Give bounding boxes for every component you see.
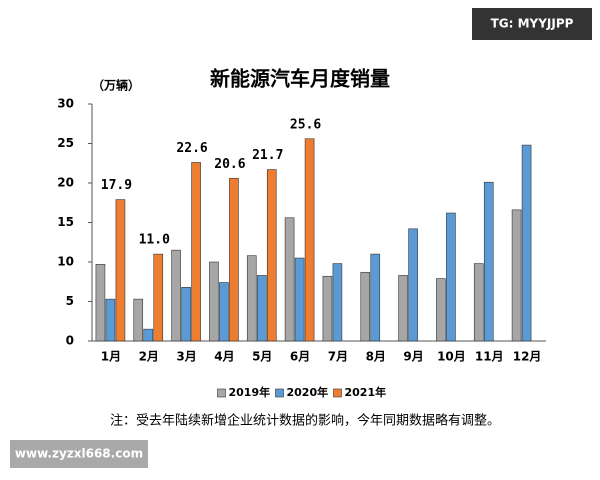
bar [181,286,191,342]
x-tick-label: 9月 [403,350,423,364]
x-tick-label: 7月 [328,350,348,364]
chart-title: 新能源汽车月度销量 [210,67,390,91]
x-tick-label: 2月 [139,350,159,364]
bar [105,298,116,342]
data-label: 11.0 [139,233,170,248]
bar [256,275,267,342]
bar [360,271,371,342]
bar [246,255,257,342]
x-tick-label: 3月 [176,350,196,364]
watermark: www.zyzxl668.com [15,447,143,461]
y-tick-label: 20 [57,176,74,190]
data-label: 20.6 [214,157,245,172]
legend-swatch [333,388,342,398]
note: 注：受去年陆续新增企业统计数据的影响，今年同期数据略有调整。 [110,413,500,429]
x-tick-label: 11月 [475,350,504,364]
bar [229,177,239,342]
data-label: 17.9 [101,178,132,193]
x-tick-label: 10月 [437,350,466,364]
y-tick-label: 15 [57,215,74,229]
bar [191,162,201,342]
bar [473,263,484,342]
x-tick-label: 6月 [290,350,310,364]
bar [143,328,154,342]
bar [115,199,126,342]
bar [446,212,456,342]
bar [153,253,164,342]
legend-swatch [275,388,284,398]
y-tick-label: 10 [57,255,74,269]
x-tick-label: 4月 [214,350,234,364]
bar [370,253,381,342]
x-tick-label: 12月 [513,350,542,364]
data-label: 22.6 [176,141,207,156]
watermark: TG: MYYJJPP [491,17,574,31]
y-tick-label: 5 [66,294,74,308]
bar [133,298,144,342]
legend-label: 2020年 [287,385,329,399]
x-tick-label: 1月 [101,350,121,364]
y-tick-label: 30 [57,97,74,111]
bar [408,228,418,342]
bar [266,169,277,342]
x-tick-label: 8月 [366,350,386,364]
bar [483,181,494,342]
data-label: 25.6 [290,117,321,132]
y-tick-label: 25 [57,136,74,150]
bar [332,263,343,342]
bar [209,261,219,342]
bar [304,138,315,342]
bar [322,275,333,342]
bar [95,264,106,342]
bar [398,275,408,342]
watermark-box [10,440,148,468]
bar [511,209,522,342]
watermark-box [472,8,592,40]
legend-swatch [217,388,226,398]
bar [284,217,295,342]
legend-label: 2021年 [345,385,387,399]
bar [521,144,532,342]
y-tick-label: 0 [66,334,74,348]
legend-label: 2019年 [229,385,271,399]
bar [219,282,229,342]
y-axis-label: （万辆） [92,78,140,93]
bar [436,278,446,342]
bar [171,249,181,342]
x-tick-label: 5月 [252,350,272,364]
bar [294,257,305,342]
data-label: 21.7 [252,148,283,163]
